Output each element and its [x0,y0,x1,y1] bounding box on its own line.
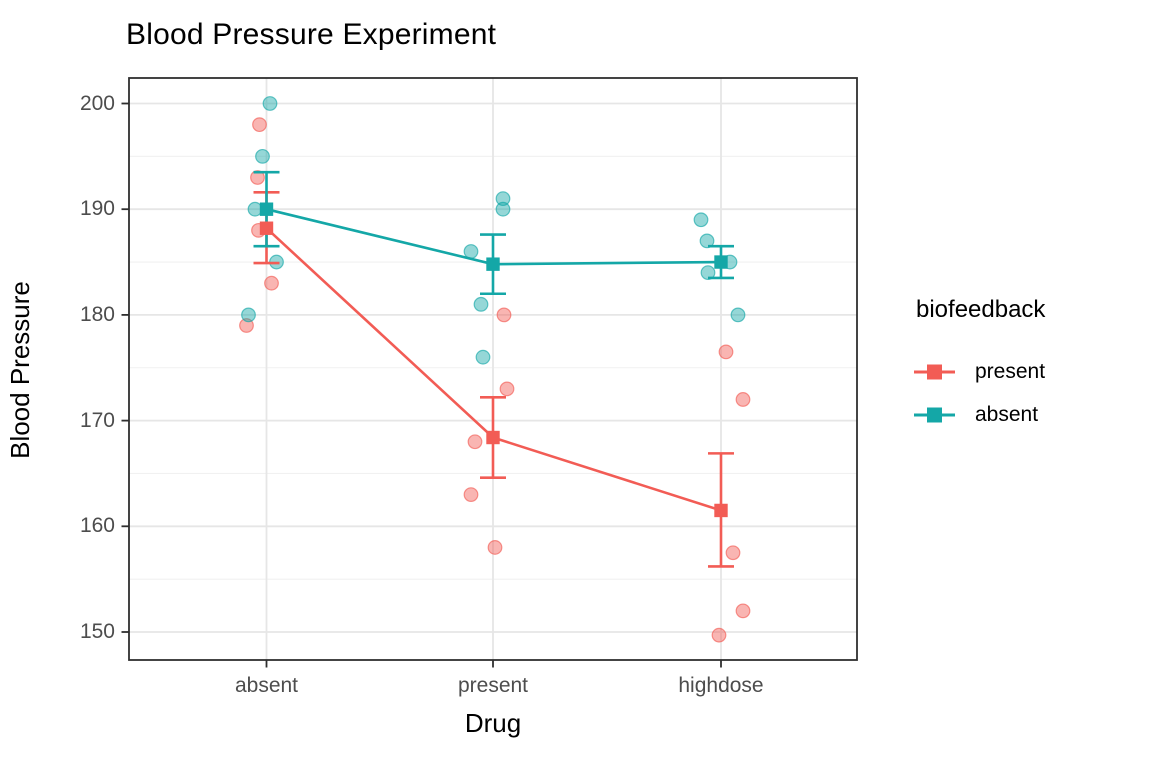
absent-jitter-point [730,307,746,323]
x-axis-title: Drug [464,708,522,738]
present-jitter-point [735,603,751,619]
present-jitter-point [725,545,741,561]
legend-label-present: present [975,360,1046,383]
present-jitter-point [264,275,279,291]
y-tick-label: 190 [79,197,115,221]
y-tick-label: 200 [79,91,115,115]
present-jitter-point [499,381,515,397]
absent-jitter-point [699,233,715,249]
present-jitter-point [735,392,751,407]
absent-jitter-point [255,148,270,164]
x-tick-label: absent [234,674,299,697]
absent-mean-marker [714,255,728,269]
y-tick-label: 180 [79,302,115,326]
x-tick-label: present [457,674,529,697]
y-tick-label: 170 [79,408,115,432]
legend-entry-absent: absent [914,401,1045,429]
present-jitter-point [467,434,483,450]
legend-entry-present: present [914,358,1045,386]
legend: biofeedback present absent [914,296,1045,444]
present-mean-marker [259,221,274,235]
present-jitter-point [718,344,734,360]
x-tick-label: highdose [678,674,764,697]
absent-jitter-point [473,296,489,312]
present-jitter-point [496,307,512,323]
legend-label-absent: absent [975,403,1039,426]
absent-jitter-point [495,201,511,217]
legend-title: biofeedback [916,296,1046,323]
present-jitter-point [250,170,265,185]
present-jitter-point [463,487,479,502]
absent-jitter-point [463,244,479,259]
absent-mean-marker [486,257,500,271]
y-tick-label: 150 [79,620,115,643]
present-jitter-point [711,627,727,643]
legend-key-absent-icon [914,407,955,423]
y-tick-label: 160 [79,514,115,538]
absent-jitter-point [700,265,716,281]
present-jitter-point [487,540,503,555]
present-jitter-point [252,117,267,133]
absent-jitter-point [262,96,278,111]
absent-mean-marker [259,202,274,216]
absent-jitter-point [241,307,256,323]
absent-jitter-point [475,349,491,365]
plot-title: Blood Pressure Experiment [126,18,497,51]
legend-key-present-icon [914,364,955,380]
absent-jitter-point [247,201,263,217]
present-mean-marker [714,503,728,518]
absent-jitter-point [693,212,709,228]
absent-jitter-point [495,191,511,207]
present-mean-marker [486,430,500,445]
